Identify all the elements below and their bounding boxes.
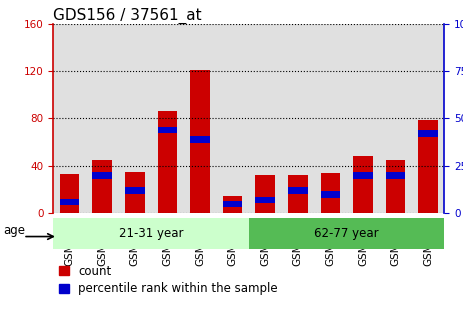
Bar xyxy=(223,196,242,213)
Bar xyxy=(347,24,379,213)
Text: 21-31 year: 21-31 year xyxy=(119,227,183,240)
Bar xyxy=(314,24,347,213)
Bar xyxy=(216,24,249,213)
Bar xyxy=(412,24,444,213)
Text: age: age xyxy=(3,224,25,237)
Bar xyxy=(125,172,144,213)
Bar xyxy=(419,120,438,213)
Bar xyxy=(93,172,112,179)
Bar xyxy=(249,218,444,249)
Bar xyxy=(320,173,340,213)
Bar xyxy=(249,24,282,213)
Bar xyxy=(223,201,242,207)
Text: GDS156 / 37561_at: GDS156 / 37561_at xyxy=(53,7,202,24)
Bar xyxy=(151,24,184,213)
Bar xyxy=(386,160,405,213)
Bar xyxy=(60,174,79,213)
Bar xyxy=(190,136,210,143)
Bar xyxy=(157,111,177,213)
Bar xyxy=(53,218,249,249)
Bar xyxy=(60,199,79,205)
Bar xyxy=(419,130,438,137)
Bar xyxy=(353,172,373,179)
Bar xyxy=(184,24,216,213)
Bar xyxy=(93,160,112,213)
Bar xyxy=(119,24,151,213)
Bar xyxy=(320,191,340,198)
Bar xyxy=(53,24,86,213)
Bar xyxy=(157,127,177,133)
Bar xyxy=(86,24,119,213)
Text: 62-77 year: 62-77 year xyxy=(314,227,379,240)
Legend: count, percentile rank within the sample: count, percentile rank within the sample xyxy=(59,265,278,295)
Bar xyxy=(386,172,405,179)
Bar xyxy=(288,175,307,213)
Bar xyxy=(125,187,144,194)
Bar xyxy=(288,187,307,194)
Bar xyxy=(190,70,210,213)
Bar xyxy=(353,157,373,213)
Bar xyxy=(379,24,412,213)
Bar xyxy=(256,175,275,213)
Bar xyxy=(256,197,275,203)
Bar xyxy=(282,24,314,213)
